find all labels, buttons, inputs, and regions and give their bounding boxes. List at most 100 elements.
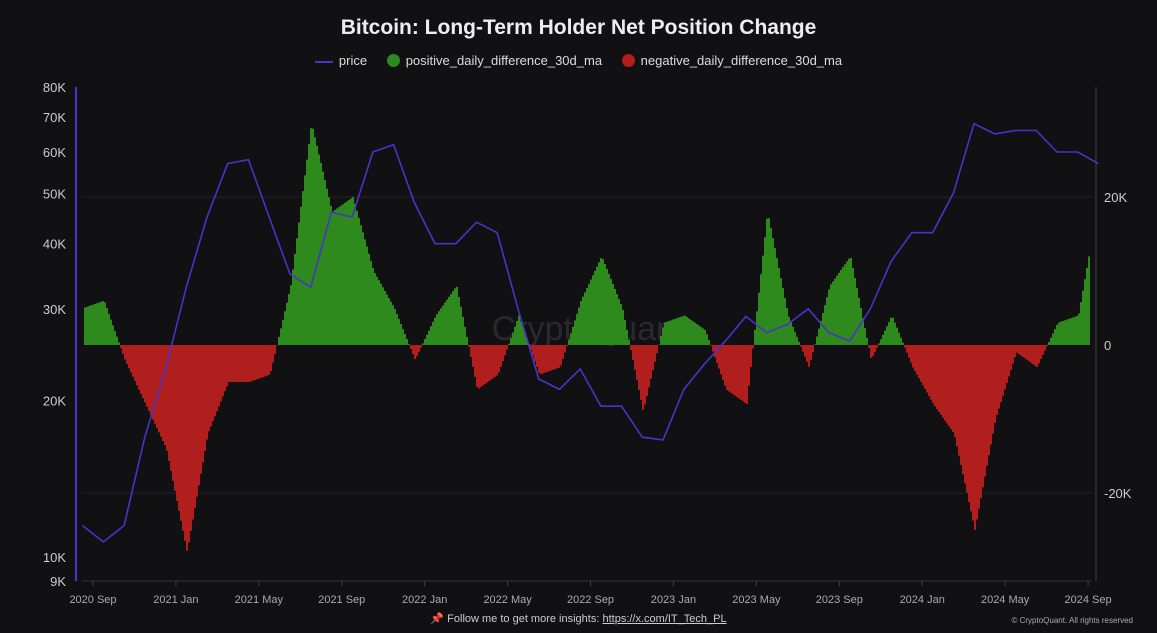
positive-bar [368, 253, 370, 345]
left-tick-label: 50K [43, 186, 66, 201]
negative-bar [876, 345, 878, 348]
x-tick-label: 2021 May [235, 594, 284, 606]
x-tick-label: 2023 Sep [816, 594, 863, 606]
positive-bar [304, 175, 306, 345]
positive-bar [278, 336, 280, 345]
negative-bar [632, 345, 634, 360]
positive-bar [448, 296, 450, 345]
negative-bar [126, 345, 128, 364]
negative-bar [716, 345, 718, 363]
positive-bar [452, 291, 454, 345]
left-tick-label: 80K [43, 80, 66, 95]
negative-bar [130, 345, 132, 373]
negative-bar [940, 345, 942, 415]
x-tick-label: 2024 Jan [900, 594, 945, 606]
negative-bar [256, 345, 258, 380]
negative-bar [268, 345, 270, 376]
negative-bar [952, 345, 954, 432]
negative-bar [252, 345, 254, 381]
negative-bar [1006, 345, 1008, 383]
negative-bar [542, 345, 544, 374]
positive-bar [290, 285, 292, 345]
negative-bar [1012, 345, 1014, 364]
negative-bar [1028, 345, 1030, 362]
negative-bar [202, 345, 204, 463]
positive-bar [396, 314, 398, 345]
negative-bar [752, 345, 754, 349]
footer-link[interactable]: https://x.com/IT_Tech_PL [602, 613, 727, 625]
positive-bar [694, 322, 696, 345]
negative-bar [930, 345, 932, 400]
positive-bar [1060, 321, 1062, 345]
positive-bar [608, 273, 610, 345]
positive-bar [302, 191, 304, 345]
positive-bar [436, 314, 438, 345]
positive-bar [406, 339, 408, 345]
positive-bar [380, 283, 382, 345]
positive-bar [324, 180, 326, 345]
positive-bar [516, 321, 518, 345]
legend-item-negative[interactable]: negative_daily_difference_30d_ma [621, 53, 842, 68]
negative-bar [562, 345, 564, 359]
positive-bar [282, 319, 284, 345]
positive-bar [518, 315, 520, 345]
negative-bar [176, 345, 178, 501]
positive-bar [866, 337, 868, 345]
positive-bar [858, 297, 860, 345]
positive-bar [348, 199, 350, 345]
negative-bar [808, 345, 810, 367]
negative-bar [924, 345, 926, 389]
positive-bar [850, 257, 852, 345]
positive-bar [766, 218, 768, 345]
positive-bar [886, 326, 888, 345]
negative-bar [1030, 345, 1032, 363]
negative-bar [738, 345, 740, 399]
positive-bar [690, 319, 692, 345]
legend-item-price[interactable]: price [314, 53, 367, 68]
left-tick-label: 60K [43, 145, 66, 160]
negative-bar [968, 345, 970, 503]
left-tick-label: 40K [43, 237, 66, 252]
negative-bar [1036, 345, 1038, 368]
negative-bar [650, 345, 652, 379]
positive-bar [816, 336, 818, 345]
positive-bar [578, 307, 580, 345]
negative-bar [722, 345, 724, 381]
x-tick-label: 2024 May [981, 594, 1030, 606]
positive-bar [770, 228, 772, 345]
positive-bar [438, 311, 440, 345]
positive-bar [330, 205, 332, 345]
positive-bar [370, 260, 372, 345]
x-tick-label: 2020 Sep [69, 594, 116, 606]
negative-bar [720, 345, 722, 375]
positive-bar [676, 318, 678, 345]
positive-bar [100, 301, 102, 345]
legend-item-positive[interactable]: positive_daily_difference_30d_ma [386, 53, 602, 68]
negative-bar [266, 345, 268, 376]
positive-bar [902, 342, 904, 345]
positive-bar [446, 299, 448, 345]
positive-bar [620, 303, 622, 345]
negative-bar [532, 345, 534, 356]
negative-bar [146, 345, 148, 407]
negative-bar [502, 345, 504, 361]
positive-bar [708, 340, 710, 345]
negative-bar [806, 345, 808, 362]
negative-bar [148, 345, 150, 412]
positive-bar [280, 328, 282, 345]
negative-bar [134, 345, 136, 382]
positive-bar [1074, 316, 1076, 345]
negative-bar [482, 345, 484, 386]
negative-bar [732, 345, 734, 395]
negative-bar [220, 345, 222, 402]
negative-bar [188, 345, 190, 543]
negative-bar [996, 345, 998, 416]
negative-bar [922, 345, 924, 386]
positive-bar [842, 267, 844, 345]
right-tick-label: -20K [1104, 486, 1132, 501]
positive-bar [398, 319, 400, 345]
negative-bar [184, 345, 186, 541]
positive-bar [422, 343, 424, 345]
positive-bar [334, 209, 336, 345]
